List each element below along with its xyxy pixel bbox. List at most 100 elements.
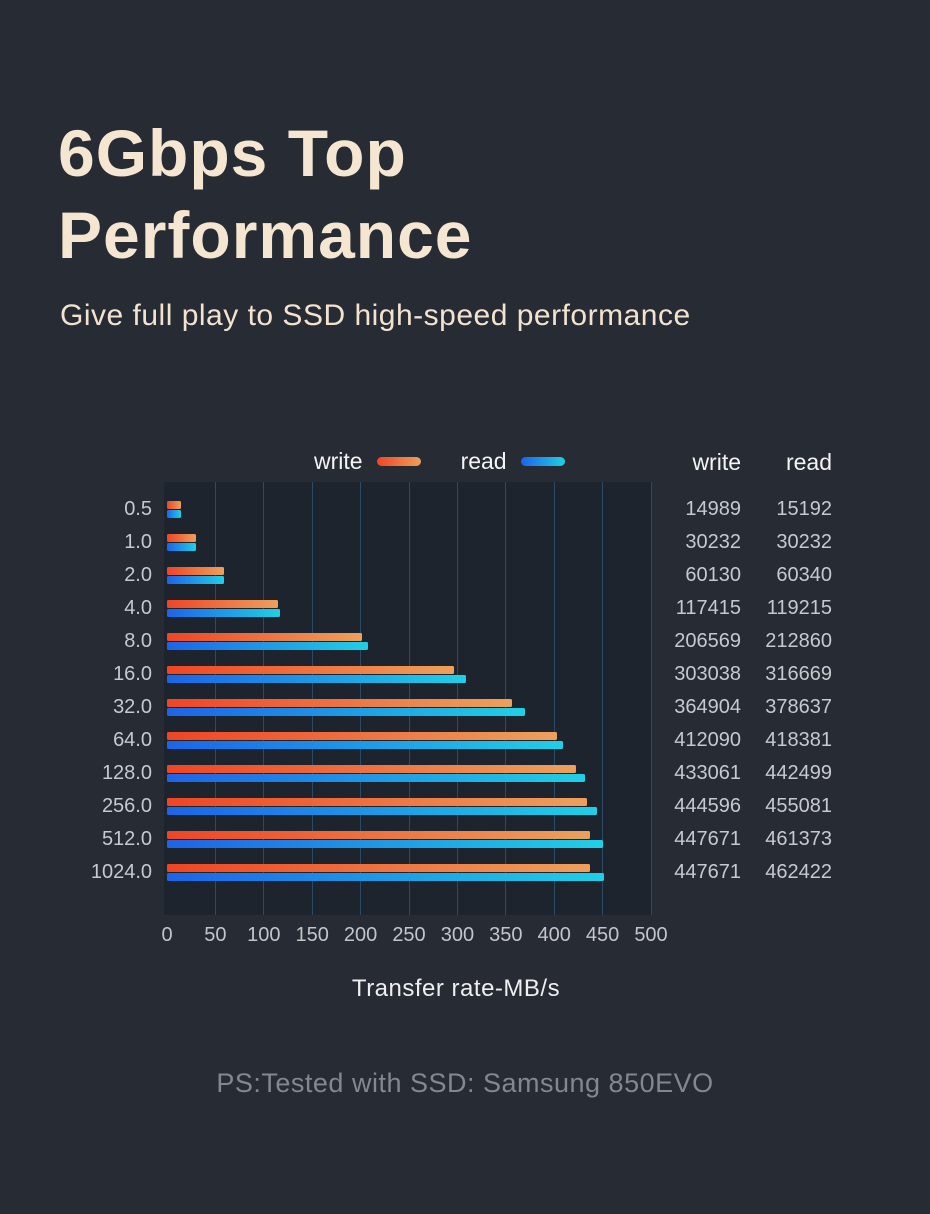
read-bar	[167, 576, 224, 584]
read-bar	[167, 774, 586, 782]
table-read-value: 378637	[765, 696, 832, 718]
bar-group	[167, 765, 586, 782]
write-bar	[167, 501, 182, 509]
gridline	[360, 482, 362, 915]
legend-write-swatch	[376, 456, 421, 466]
read-bar	[167, 543, 196, 551]
read-bar	[167, 840, 604, 848]
table-read-value: 418381	[765, 729, 832, 751]
gridline	[456, 482, 458, 915]
write-bar	[167, 600, 278, 608]
bar-group	[167, 501, 182, 518]
table-write-value: 30232	[685, 531, 741, 553]
category-label: 256.0	[101, 795, 152, 817]
write-bar	[167, 765, 577, 773]
category-label: 8.0	[124, 630, 152, 652]
write-bar	[167, 567, 224, 575]
legend-write-label: write	[314, 447, 363, 474]
x-tick-label: 100	[247, 924, 281, 946]
bar-group	[167, 666, 467, 683]
x-tick-label: 250	[392, 924, 426, 946]
table-read-value: 461373	[765, 828, 832, 850]
write-bar	[167, 864, 591, 872]
write-bar	[167, 831, 591, 839]
bar-group	[167, 699, 525, 716]
read-bar	[167, 510, 182, 518]
bar-group	[167, 798, 598, 815]
legend-read-label: read	[460, 447, 507, 474]
table-header-write: write	[692, 449, 741, 475]
page-title: 6Gbps Top Performance	[58, 112, 473, 276]
write-bar	[167, 732, 557, 740]
category-label: 16.0	[113, 663, 152, 685]
table-write-value: 447671	[674, 861, 741, 883]
table-write-value: 206569	[674, 630, 741, 652]
bar-group	[167, 732, 563, 749]
x-tick-label: 0	[161, 924, 173, 946]
table-write-value: 412090	[674, 729, 741, 751]
table-read-value: 15192	[776, 498, 832, 520]
table-header-read: read	[785, 449, 832, 475]
read-bar	[167, 873, 605, 881]
read-bar	[167, 609, 280, 617]
category-label: 32.0	[113, 696, 152, 718]
table-write-value: 447671	[674, 828, 741, 850]
title-line-2: Performance	[58, 198, 473, 272]
write-bar	[167, 633, 363, 641]
page-subtitle: Give full play to SSD high-speed perform…	[60, 299, 691, 332]
bar-group	[167, 864, 605, 881]
category-label: 1.0	[124, 531, 152, 553]
chart-plot-area	[164, 482, 652, 915]
gridline	[650, 482, 652, 915]
gridline	[408, 482, 410, 915]
table-write-value: 14989	[685, 498, 741, 520]
table-read-value: 119215	[766, 597, 832, 619]
x-tick-label: 150	[295, 924, 329, 946]
read-bar	[167, 807, 598, 815]
bar-group	[167, 534, 196, 551]
gridline	[311, 482, 313, 915]
table-read-value: 212860	[765, 630, 832, 652]
table-write-value: 433061	[674, 762, 741, 784]
x-axis-title: Transfer rate-MB/s	[351, 975, 561, 1002]
category-label: 4.0	[124, 597, 152, 619]
table-read-value: 30232	[776, 531, 832, 553]
x-tick-label: 200	[343, 924, 378, 946]
write-bar	[167, 798, 588, 806]
footer-note: PS:Tested with SSD: Samsung 850EVO	[216, 1068, 714, 1098]
read-bar	[167, 642, 369, 650]
chart-legend: write read	[314, 446, 579, 476]
legend-read-swatch	[520, 456, 565, 466]
table-read-value: 442499	[765, 762, 832, 784]
write-bar	[167, 666, 454, 674]
x-tick-label: 300	[440, 924, 475, 946]
bar-group	[167, 831, 604, 848]
table-write-value: 60130	[685, 564, 741, 586]
category-label: 64.0	[113, 729, 152, 751]
bar-group	[167, 567, 224, 584]
x-tick-label: 350	[489, 924, 523, 946]
category-label: 2.0	[124, 564, 152, 586]
table-write-value: 444596	[674, 795, 741, 817]
category-label: 0.5	[124, 498, 152, 520]
bar-group	[167, 600, 280, 617]
read-bar	[167, 708, 525, 716]
gridline	[553, 482, 555, 915]
x-tick-label: 450	[585, 924, 620, 946]
gridline	[505, 482, 507, 915]
table-write-value: 303038	[674, 663, 741, 685]
gridline	[602, 482, 604, 915]
category-label: 1024.0	[90, 861, 152, 883]
table-read-value: 60340	[776, 564, 832, 586]
write-bar	[167, 699, 512, 707]
gridline	[263, 482, 265, 915]
title-line-1: 6Gbps Top	[58, 116, 407, 190]
category-label: 512.0	[101, 828, 152, 850]
x-tick-label: 500	[634, 924, 668, 946]
category-label: 128.0	[101, 762, 152, 784]
table-read-value: 455081	[765, 795, 832, 817]
x-tick-label: 400	[537, 924, 571, 946]
gridline	[214, 482, 216, 915]
table-write-value: 364904	[674, 696, 741, 718]
